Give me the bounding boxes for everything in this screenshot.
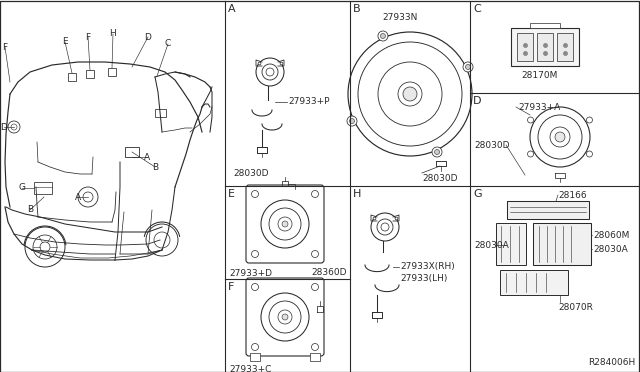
Circle shape bbox=[312, 250, 319, 257]
FancyBboxPatch shape bbox=[108, 68, 116, 76]
Circle shape bbox=[435, 150, 440, 154]
FancyBboxPatch shape bbox=[125, 147, 139, 157]
Circle shape bbox=[463, 62, 473, 72]
Text: B: B bbox=[152, 163, 158, 171]
Circle shape bbox=[282, 221, 288, 227]
Circle shape bbox=[252, 250, 259, 257]
Text: 28030A: 28030A bbox=[474, 241, 509, 250]
FancyBboxPatch shape bbox=[250, 353, 260, 361]
FancyBboxPatch shape bbox=[496, 223, 526, 265]
FancyBboxPatch shape bbox=[530, 23, 560, 28]
Text: E: E bbox=[62, 38, 68, 46]
Text: 28360D: 28360D bbox=[311, 268, 346, 277]
Text: 28070R: 28070R bbox=[558, 303, 593, 312]
Text: 28166: 28166 bbox=[558, 190, 587, 199]
Circle shape bbox=[378, 31, 388, 41]
Text: A: A bbox=[144, 153, 150, 161]
Circle shape bbox=[312, 343, 319, 350]
Text: D: D bbox=[1, 122, 8, 131]
Text: 28030A: 28030A bbox=[593, 244, 628, 253]
FancyBboxPatch shape bbox=[155, 109, 166, 117]
Text: D: D bbox=[473, 96, 481, 106]
Text: 27933N: 27933N bbox=[382, 13, 418, 22]
Text: 28030D: 28030D bbox=[233, 169, 269, 177]
Circle shape bbox=[349, 119, 355, 124]
Text: 27933+A: 27933+A bbox=[518, 103, 560, 112]
FancyBboxPatch shape bbox=[537, 33, 553, 61]
FancyBboxPatch shape bbox=[310, 353, 320, 361]
FancyBboxPatch shape bbox=[517, 33, 533, 61]
Text: 28170M: 28170M bbox=[522, 71, 558, 80]
Text: A: A bbox=[228, 4, 236, 14]
Circle shape bbox=[527, 117, 534, 123]
FancyBboxPatch shape bbox=[500, 270, 568, 295]
Text: H: H bbox=[353, 189, 362, 199]
Text: 27933(LH): 27933(LH) bbox=[400, 275, 447, 283]
Text: F: F bbox=[228, 282, 234, 292]
Circle shape bbox=[252, 343, 259, 350]
Circle shape bbox=[252, 190, 259, 198]
Text: H: H bbox=[109, 29, 116, 38]
Circle shape bbox=[403, 87, 417, 101]
Text: F: F bbox=[85, 32, 91, 42]
Circle shape bbox=[586, 151, 593, 157]
Circle shape bbox=[347, 116, 357, 126]
Text: G: G bbox=[473, 189, 482, 199]
Circle shape bbox=[432, 147, 442, 157]
FancyBboxPatch shape bbox=[68, 73, 76, 81]
Circle shape bbox=[282, 314, 288, 320]
FancyBboxPatch shape bbox=[86, 70, 94, 78]
Circle shape bbox=[465, 64, 470, 70]
FancyBboxPatch shape bbox=[34, 182, 52, 194]
Circle shape bbox=[527, 151, 534, 157]
Text: C: C bbox=[473, 4, 481, 14]
Circle shape bbox=[312, 190, 319, 198]
FancyBboxPatch shape bbox=[511, 28, 579, 66]
Text: 28030D: 28030D bbox=[474, 141, 509, 150]
Text: 27933X(RH): 27933X(RH) bbox=[400, 263, 455, 272]
Circle shape bbox=[380, 33, 385, 38]
Text: 28060M: 28060M bbox=[593, 231, 629, 240]
Text: A: A bbox=[75, 192, 81, 202]
Text: D: D bbox=[145, 32, 152, 42]
Text: E: E bbox=[228, 189, 235, 199]
FancyBboxPatch shape bbox=[557, 33, 573, 61]
Text: B: B bbox=[27, 205, 33, 215]
Text: 27933+C: 27933+C bbox=[229, 366, 271, 372]
Circle shape bbox=[586, 117, 593, 123]
Circle shape bbox=[252, 283, 259, 291]
FancyBboxPatch shape bbox=[507, 201, 589, 219]
Text: G: G bbox=[19, 183, 26, 192]
Text: 27933+P: 27933+P bbox=[288, 97, 330, 106]
Circle shape bbox=[555, 132, 565, 142]
FancyBboxPatch shape bbox=[246, 278, 324, 356]
FancyBboxPatch shape bbox=[246, 185, 324, 263]
Text: 27933+D: 27933+D bbox=[229, 269, 272, 278]
Text: 28030D: 28030D bbox=[422, 174, 458, 183]
Text: B: B bbox=[353, 4, 360, 14]
Circle shape bbox=[312, 283, 319, 291]
Text: C: C bbox=[165, 39, 171, 48]
Text: F: F bbox=[3, 42, 8, 51]
FancyBboxPatch shape bbox=[533, 223, 591, 265]
Text: R284006H: R284006H bbox=[588, 358, 635, 367]
